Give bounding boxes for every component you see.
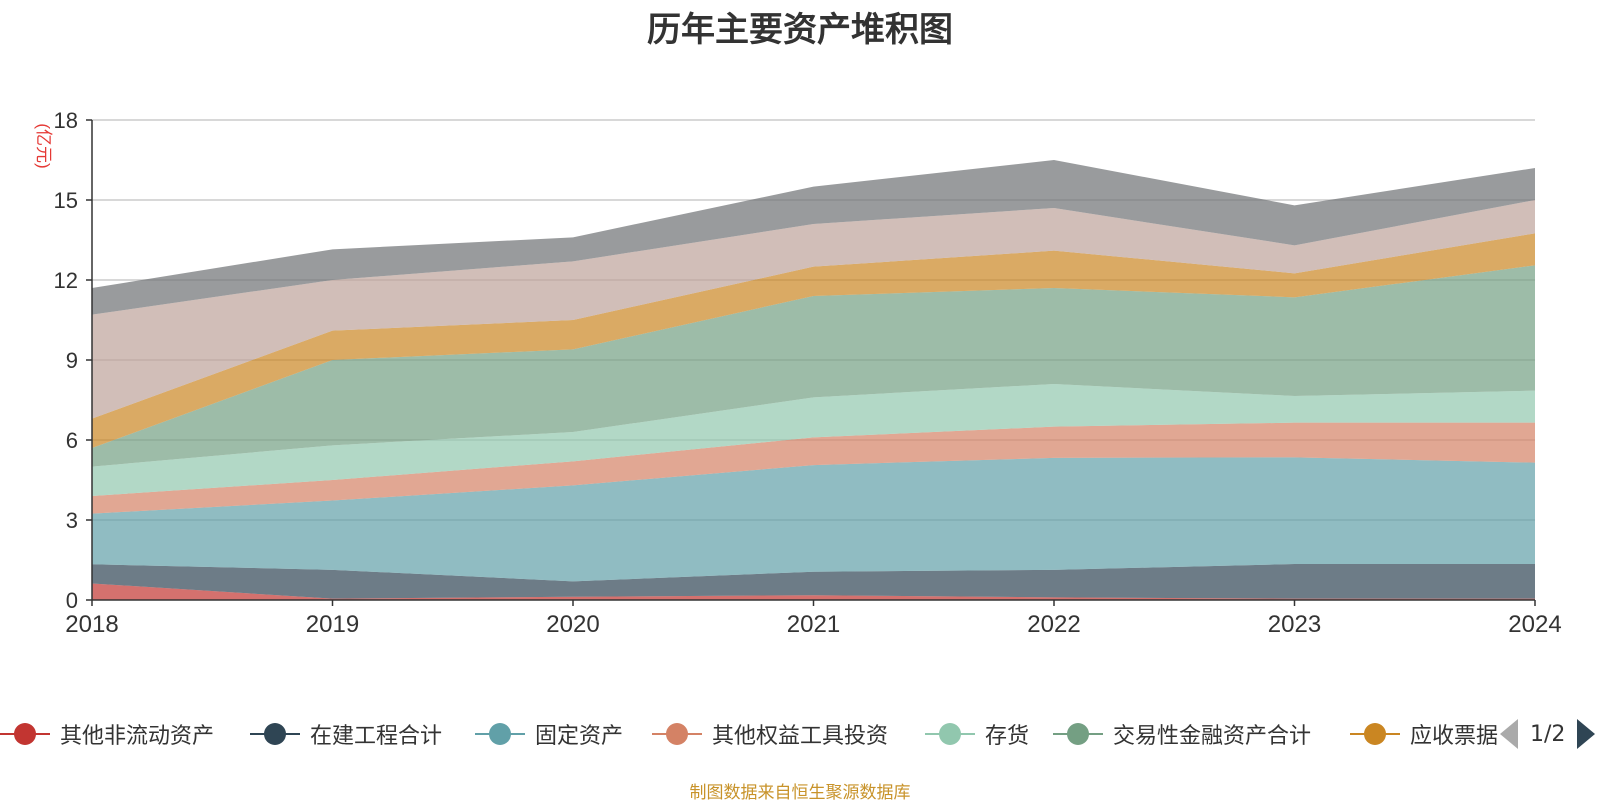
x-tick-label: 2018 bbox=[65, 611, 118, 638]
legend-label: 存货 bbox=[985, 724, 1030, 749]
legend: 其他非流动资产 在建工程合计 固定资产 其他权益工具投资 存货 交易性金融资产合计 应收票据 bbox=[0, 716, 1600, 752]
data-source-note: 制图数据来自恒生聚源数据库 bbox=[689, 783, 911, 803]
legend-item[interactable]: 在建工程合计 bbox=[250, 716, 442, 752]
area-series-6[interactable] bbox=[92, 265, 1535, 467]
legend-label: 其他权益工具投资 bbox=[712, 724, 889, 749]
legend-label: 在建工程合计 bbox=[310, 724, 443, 749]
stacked-area-chart: 0 3 6 9 12 15 18 2018 2019 2020 2021 2022 2023 2024 (… bbox=[34, 108, 1562, 638]
legend-item[interactable]: 固定资产 bbox=[475, 716, 623, 752]
legend-marker-icon bbox=[475, 722, 525, 746]
y-tick-label: 3 bbox=[66, 508, 78, 533]
y-axis-unit-label: (亿元) bbox=[34, 123, 53, 168]
x-tick-label: 2019 bbox=[306, 611, 359, 638]
legend-pager: 1/2 bbox=[1500, 716, 1596, 752]
legend-label: 应收票据 bbox=[1410, 724, 1499, 749]
area-series-7[interactable] bbox=[92, 233, 1535, 448]
area-series-1[interactable] bbox=[92, 583, 1535, 600]
x-tick-label: 2024 bbox=[1508, 611, 1561, 638]
legend-marker-icon bbox=[652, 722, 702, 746]
legend-label: 固定资产 bbox=[535, 724, 624, 749]
legend-item[interactable]: 交易性金融资产合计 bbox=[1053, 716, 1311, 752]
axes: 0 3 6 9 12 15 18 2018 2019 2020 2021 2022 2023 2024 bbox=[54, 108, 1562, 638]
legend-item[interactable]: 其他权益工具投资 bbox=[652, 716, 888, 752]
legend-prev-page-icon[interactable] bbox=[1500, 719, 1518, 749]
area-series-8[interactable] bbox=[92, 200, 1535, 419]
area-series-9[interactable] bbox=[92, 160, 1535, 315]
y-tick-label: 18 bbox=[54, 108, 78, 133]
legend-marker-icon bbox=[0, 722, 50, 746]
y-tick-label: 6 bbox=[66, 428, 78, 453]
x-tick-label: 2021 bbox=[787, 611, 840, 638]
y-tick-label: 15 bbox=[54, 188, 78, 213]
legend-next-page-icon[interactable] bbox=[1577, 719, 1596, 749]
x-tick-label: 2023 bbox=[1268, 611, 1321, 638]
chart-title: 历年主要资产堆积图 bbox=[647, 10, 953, 50]
legend-item[interactable]: 应收票据 bbox=[1350, 716, 1498, 752]
area-series-3[interactable] bbox=[92, 457, 1535, 582]
area-series-4[interactable] bbox=[92, 422, 1535, 514]
y-tick-label: 9 bbox=[66, 348, 78, 373]
legend-marker-icon bbox=[925, 722, 975, 746]
area-series-2[interactable] bbox=[92, 564, 1535, 599]
x-tick-label: 2020 bbox=[546, 611, 599, 638]
legend-label: 其他非流动资产 bbox=[60, 724, 215, 749]
legend-label: 交易性金融资产合计 bbox=[1113, 724, 1312, 749]
y-tick-label: 0 bbox=[66, 588, 78, 613]
legend-marker-icon bbox=[250, 722, 300, 746]
legend-item[interactable]: 其他非流动资产 bbox=[0, 716, 214, 752]
legend-page-indicator: 1/2 bbox=[1530, 721, 1566, 747]
x-tick-label: 2022 bbox=[1027, 611, 1080, 638]
area-series-group bbox=[92, 160, 1535, 600]
legend-item[interactable]: 存货 bbox=[925, 716, 1029, 752]
legend-marker-icon bbox=[1053, 722, 1103, 746]
legend-marker-icon bbox=[1350, 722, 1400, 746]
area-series-5[interactable] bbox=[92, 384, 1535, 496]
y-tick-label: 12 bbox=[54, 268, 78, 293]
